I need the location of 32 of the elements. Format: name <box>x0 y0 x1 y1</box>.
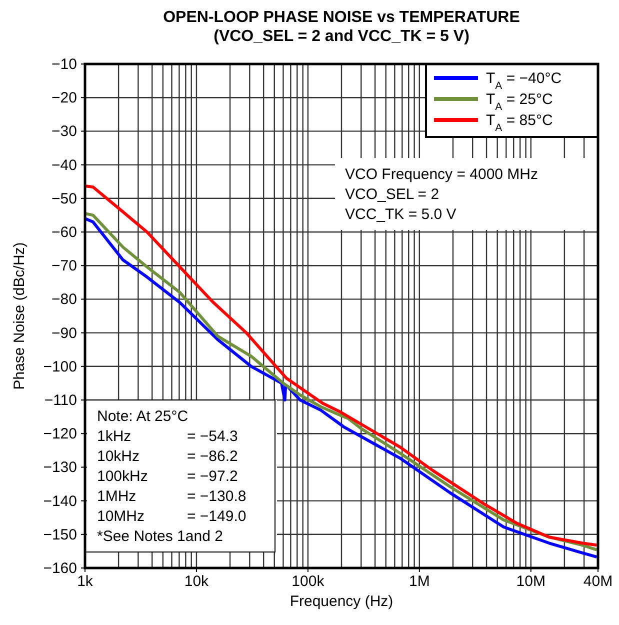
y-tick-label: −90 <box>52 324 77 342</box>
y-tick-label: −150 <box>43 526 77 544</box>
y-tick-label: −110 <box>44 392 77 409</box>
y-tick-label: −20 <box>52 90 77 107</box>
legend-label: T$_{A}$ = 25°C <box>486 91 553 113</box>
legend-label: T$_{A}$ = −40°C <box>486 70 562 92</box>
x-tick-label: 100k <box>292 573 325 590</box>
legend-label: T$_{A}$ = 85°C <box>486 112 553 134</box>
y-axis-title: Phase Noise (dBc/Hz) <box>11 242 28 390</box>
y-tick-label: −80 <box>52 291 77 308</box>
y-tick-label: −120 <box>43 426 77 443</box>
y-tick-label: −10 <box>52 56 77 73</box>
y-tick-label: −70 <box>52 258 77 275</box>
y-tick-label: −50 <box>52 190 77 208</box>
x-tick-label: 1M <box>408 573 430 590</box>
y-tick-label: −60 <box>52 224 77 241</box>
note-box: Note: At 25°C 1kHz = −54.3 10kHz = −86.2 100kHz = −97.2 1MHz = −130.8 10MHz = −149.0 *See Notes 1and 2 <box>84 400 277 552</box>
y-tick-label: −40 <box>52 156 77 174</box>
x-tick-label: 10k <box>184 573 210 590</box>
y-tick-label: −130 <box>43 459 77 476</box>
y-tick-label: −140 <box>43 492 77 510</box>
annotation: VCO Frequency = 4000 MHz VCO_SEL = 2 VCC_TK = 5.0 V <box>345 166 538 223</box>
x-tick-label: 1k <box>77 573 94 590</box>
y-tick-label: −160 <box>43 560 77 577</box>
note-box: VCO Frequency = 4000 MHz VCO_SEL = 2 VCC_TK = 5.0 V <box>335 158 598 230</box>
x-tick-label: 10M <box>516 573 546 590</box>
x-tick-label: 40M <box>583 573 613 590</box>
y-tick-label: −100 <box>43 358 77 376</box>
chart-subtitle: (VCO_SEL = 2 and VCC_TK = 5 V) <box>214 28 470 45</box>
y-tick-label: −30 <box>52 123 77 140</box>
x-axis-title: Frequency (Hz) <box>290 593 394 610</box>
chart-title: OPEN-LOOP PHASE NOISE vs TEMPERATURE <box>163 9 520 26</box>
